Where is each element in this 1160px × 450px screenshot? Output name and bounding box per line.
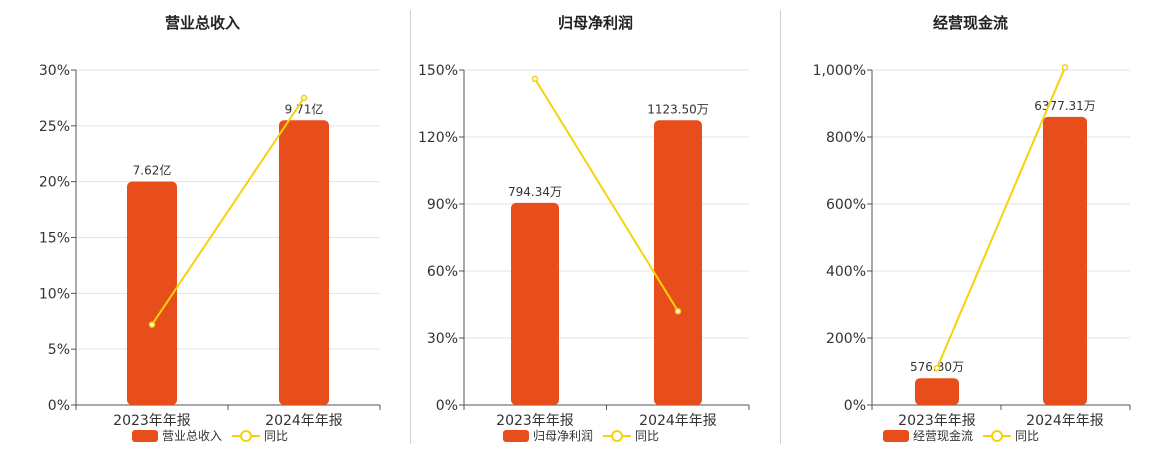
chart-legend: 经营现金流 同比 xyxy=(883,427,1039,444)
x-tick-label: 2023年年报 xyxy=(496,413,574,429)
y-tick-label: 120% xyxy=(418,130,458,146)
data-label: 7.62亿 xyxy=(133,163,172,178)
bar xyxy=(1043,116,1087,406)
y-tick-label: 400% xyxy=(826,264,866,280)
yoy-point xyxy=(1061,64,1069,71)
y-tick-label: 0% xyxy=(436,398,458,414)
legend-line-label[interactable]: 同比 xyxy=(264,429,289,443)
chart-title: 归母净利润 xyxy=(557,14,633,32)
x-tick-label: 2023年年报 xyxy=(113,413,191,429)
cash-flow-chart: 0%200%400%600%800%1,000%576.30万2023年年报63… xyxy=(813,63,1131,429)
x-tick-label: 2024年年报 xyxy=(265,413,343,429)
legend-bar-swatch[interactable] xyxy=(883,429,909,442)
bar xyxy=(915,378,959,405)
y-tick-label: 1,000% xyxy=(813,63,866,79)
y-tick-label: 5% xyxy=(48,342,70,358)
y-tick-label: 150% xyxy=(418,63,458,79)
bar xyxy=(127,181,177,405)
y-tick-label: 200% xyxy=(826,331,866,347)
panel-divider xyxy=(780,10,781,444)
legend-bar-label[interactable]: 归母净利润 xyxy=(533,429,594,443)
data-label: 794.34万 xyxy=(508,185,562,199)
data-label: 9.71亿 xyxy=(285,101,324,116)
legend-bar-label[interactable]: 经营现金流 xyxy=(913,429,974,443)
bar xyxy=(654,120,702,405)
yoy-line xyxy=(534,78,679,312)
legend-line-label[interactable]: 同比 xyxy=(635,429,660,443)
bar xyxy=(511,202,559,405)
chart-panel-revenue: 营业总收入 0% 5% 10% 15% 20% 25% 30% 7.62亿 2023年年报 9.7… xyxy=(0,0,405,450)
y-tick-label: 10% xyxy=(39,286,70,302)
net-profit-chart: 0% 30% 60% 90% 120% 150% 794.34万 2023年年报 1123.50… xyxy=(418,63,750,429)
x-tick-label: 2024年年报 xyxy=(1026,413,1104,429)
data-label: 1123.50万 xyxy=(647,102,709,116)
y-tick-label: 0% xyxy=(844,398,866,414)
chart-title: 经营现金流 xyxy=(932,14,1008,32)
bar xyxy=(279,120,329,405)
yoy-point xyxy=(674,307,682,315)
yoy-line xyxy=(151,97,305,326)
revenue-chart: 0% 5% 10% 15% 20% 25% 30% 7.62亿 2023年年报 9.71亿 2024… xyxy=(39,63,381,429)
y-tick-label: 25% xyxy=(39,119,70,135)
y-tick-label: 800% xyxy=(826,130,866,146)
legend-bar-label[interactable]: 营业总收入 xyxy=(162,429,223,443)
legend-line-swatch[interactable] xyxy=(983,429,1012,442)
chart-legend: 归母净利润 同比 xyxy=(503,427,659,444)
y-tick-label: 15% xyxy=(39,231,70,247)
y-tick-label: 90% xyxy=(427,197,458,213)
legend-bar-swatch[interactable] xyxy=(132,429,158,442)
yoy-point xyxy=(300,94,308,102)
legend-line-swatch[interactable] xyxy=(603,429,632,442)
y-tick-label: 60% xyxy=(427,264,458,280)
x-tick-label: 2024年年报 xyxy=(639,413,717,429)
panel-divider xyxy=(410,10,411,444)
legend-line-label[interactable]: 同比 xyxy=(1015,429,1040,443)
yoy-point xyxy=(148,321,156,328)
data-label: 6377.31万 xyxy=(1034,99,1096,113)
y-tick-label: 20% xyxy=(39,175,70,191)
y-tick-label: 30% xyxy=(39,63,70,79)
legend-line-swatch[interactable] xyxy=(232,429,261,442)
chart-legend: 营业总收入 同比 xyxy=(132,427,288,444)
y-tick-label: 0% xyxy=(48,398,70,414)
x-tick-label: 2023年年报 xyxy=(898,413,976,429)
y-tick-label: 600% xyxy=(826,197,866,213)
y-tick-label: 30% xyxy=(427,331,458,347)
chart-panel-net-profit: 归母净利润 0% 30% 60% 90% 120% 150% 794.34万 2023年年报 1… xyxy=(411,0,780,450)
chart-title: 营业总收入 xyxy=(164,14,240,32)
legend-bar-swatch[interactable] xyxy=(503,429,529,442)
chart-panel-cash-flow: 经营现金流 0%200%400%600%800%1,000%576.30万202… xyxy=(781,0,1160,450)
yoy-point xyxy=(933,364,941,372)
yoy-line xyxy=(936,66,1066,369)
yoy-point xyxy=(531,75,539,83)
